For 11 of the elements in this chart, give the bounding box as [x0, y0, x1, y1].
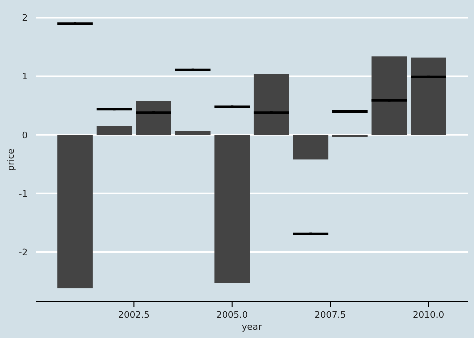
y-tick-label: 1: [22, 72, 28, 83]
y-tick-label: -2: [19, 248, 28, 258]
y-tick-label: 2: [22, 14, 28, 24]
x-tick-label: 2007.5: [314, 311, 346, 321]
y-tick-label: 0: [22, 131, 28, 142]
y-axis-title: price: [7, 148, 17, 172]
y-tick-label: -1: [19, 190, 28, 200]
x-tick-label: 2010.0: [412, 311, 445, 321]
x-tick-label: 2002.5: [118, 311, 150, 321]
x-tick-label: 2005.0: [216, 311, 248, 321]
x-axis-title: year: [242, 323, 262, 333]
